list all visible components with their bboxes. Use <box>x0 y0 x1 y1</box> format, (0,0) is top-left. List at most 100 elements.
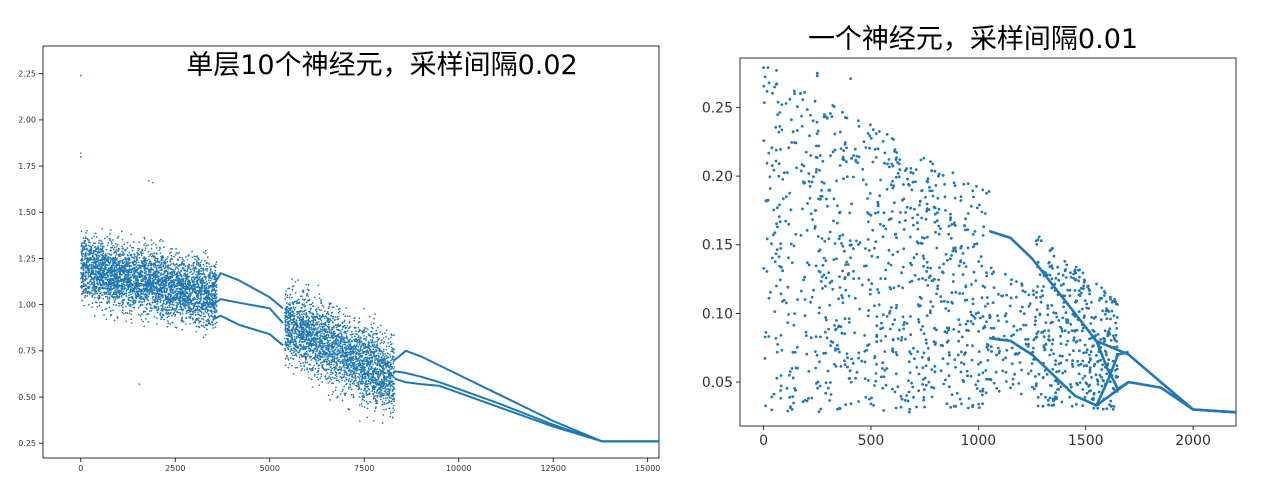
scatter-point <box>119 273 122 276</box>
scatter-point <box>110 246 112 249</box>
scatter-point <box>205 323 207 326</box>
scatter-point <box>148 293 151 296</box>
scatter-point <box>116 271 119 273</box>
scatter-point <box>171 286 174 288</box>
scatter-point <box>215 283 218 286</box>
scatter-point <box>114 298 117 300</box>
scatter-point <box>104 308 107 310</box>
scatter-point <box>162 300 165 303</box>
scatter-point <box>124 265 127 268</box>
scatter-point <box>90 280 92 283</box>
scatter-point <box>148 255 150 258</box>
scatter-point <box>206 282 208 285</box>
scatter-point <box>206 270 208 272</box>
scatter-point <box>99 251 101 254</box>
scatter-point <box>143 290 146 293</box>
scatter-point <box>183 269 186 272</box>
scatter-point <box>347 386 350 389</box>
scatter-point <box>384 352 387 355</box>
scatter-point <box>182 280 185 283</box>
scatter-point <box>90 249 92 251</box>
scatter-point <box>204 281 207 284</box>
scatter-point <box>108 237 111 240</box>
scatter-point <box>181 256 183 259</box>
scatter-point <box>84 296 86 298</box>
scatter-point <box>310 326 313 329</box>
scatter-point <box>128 264 130 267</box>
scatter-point <box>91 282 93 285</box>
scatter-point <box>107 274 110 277</box>
scatter-point <box>310 378 313 381</box>
scatter-point <box>205 280 208 283</box>
scatter-point <box>141 274 143 277</box>
scatter-point <box>188 288 191 291</box>
scatter-point <box>145 271 148 273</box>
scatter-point <box>175 295 178 297</box>
scatter-point <box>136 276 139 279</box>
scatter-point <box>161 306 164 309</box>
scatter-point <box>115 263 118 266</box>
scatter-point <box>145 304 148 306</box>
scatter-point <box>138 241 141 244</box>
scatter-point <box>126 247 129 249</box>
scatter-point <box>164 258 167 261</box>
scatter-point <box>90 247 93 250</box>
scatter-point <box>214 323 216 325</box>
scatter-point <box>204 310 207 313</box>
scatter-point <box>365 400 368 403</box>
scatter-point <box>115 280 117 282</box>
scatter-point <box>145 297 147 300</box>
scatter-point <box>137 267 140 269</box>
scatter-point <box>389 353 391 356</box>
scatter-point <box>346 324 349 327</box>
scatter-point <box>191 273 193 276</box>
scatter-point <box>121 278 124 281</box>
scatter-point <box>104 253 106 256</box>
scatter-point <box>139 295 141 297</box>
scatter-point <box>201 308 204 311</box>
scatter-point <box>144 257 147 259</box>
scatter-point <box>329 328 331 331</box>
scatter-point <box>113 268 115 271</box>
scatter-point <box>200 317 203 320</box>
scatter-point <box>97 287 100 289</box>
scatter-point <box>203 251 205 254</box>
scatter-point <box>329 377 332 379</box>
scatter-point <box>84 257 87 260</box>
scatter-point <box>144 280 146 283</box>
scatter-point <box>88 293 91 295</box>
scatter-point <box>203 285 206 288</box>
scatter-point <box>152 273 155 275</box>
scatter-point <box>196 255 199 257</box>
scatter-point <box>91 292 93 294</box>
scatter-point <box>152 283 154 286</box>
scatter-point <box>196 295 198 298</box>
scatter-point <box>99 279 102 282</box>
scatter-point <box>146 264 149 267</box>
scatter-point <box>113 261 116 263</box>
scatter-point <box>175 263 178 265</box>
scatter-point <box>154 261 157 264</box>
scatter-point <box>294 366 297 369</box>
scatter-point <box>292 349 294 351</box>
scatter-point <box>135 260 137 263</box>
scatter-point <box>162 273 164 276</box>
scatter-point <box>151 278 154 280</box>
scatter-point <box>113 275 115 278</box>
scatter-point <box>95 254 98 256</box>
scatter-point <box>167 267 170 270</box>
scatter-point <box>100 301 103 304</box>
scatter-point <box>96 252 99 254</box>
scatter-point <box>179 303 182 306</box>
scatter-point <box>345 307 347 309</box>
scatter-point <box>317 370 320 372</box>
scatter-point <box>192 264 195 267</box>
scatter-point <box>153 278 156 281</box>
scatter-point <box>140 303 142 306</box>
scatter-point <box>125 295 128 298</box>
scatter-point <box>168 272 171 274</box>
scatter-point <box>191 250 193 253</box>
scatter-point <box>163 276 166 279</box>
scatter-point <box>288 326 291 328</box>
scatter-point <box>214 292 217 294</box>
